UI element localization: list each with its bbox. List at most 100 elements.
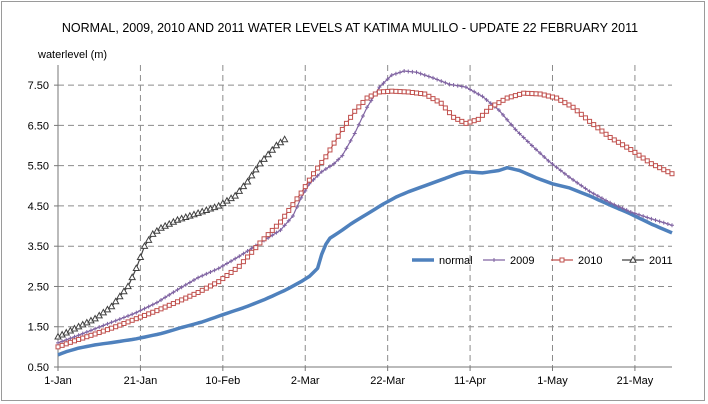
data-point-2011: [107, 302, 116, 310]
data-point-2010: [545, 93, 551, 99]
data-point-2010: [409, 89, 415, 95]
data-point-2010: [648, 161, 654, 167]
data-point-2009: [84, 329, 89, 334]
data-point-2009: [159, 297, 164, 302]
data-point-2009: [558, 168, 563, 173]
data-point-2010: [525, 90, 531, 96]
data-point-2010: [125, 319, 131, 325]
data-point-2009: [88, 328, 93, 333]
data-point-2010: [352, 108, 358, 114]
data-point-2011: [124, 282, 132, 290]
data-point-2009: [171, 290, 176, 295]
data-point-2009: [612, 202, 617, 207]
data-point-2009: [517, 131, 522, 136]
data-point-2011: [239, 182, 248, 190]
data-point-2009: [179, 285, 184, 290]
data-point-2010: [261, 236, 267, 242]
data-point-2009: [484, 97, 489, 102]
data-point-2009: [344, 146, 349, 151]
data-point-2010: [146, 311, 152, 317]
data-point-2010: [508, 94, 514, 100]
data-point-2009: [591, 191, 596, 196]
data-point-2009: [501, 112, 506, 117]
data-point-2010: [298, 190, 304, 196]
data-point-2009: [220, 263, 225, 268]
data-point-2010: [199, 287, 205, 293]
data-point-2010: [636, 152, 642, 158]
x-tick-labels: 1-Jan 21-Jan 10-Feb 2-Mar 22-Mar 11-Apr 1-May 2…: [44, 375, 654, 387]
data-point-2011: [251, 165, 260, 173]
y-tick-label: 3.50: [28, 241, 49, 253]
data-point-2009: [76, 333, 81, 338]
data-point-2009: [311, 177, 316, 182]
data-point-2010: [228, 269, 234, 275]
data-point-2009: [513, 127, 518, 132]
data-point-2010: [426, 93, 432, 99]
data-point-2009: [352, 131, 357, 136]
data-point-2009: [327, 164, 332, 169]
data-point-2010: [620, 142, 626, 148]
data-point-2009: [245, 248, 250, 253]
x-tick-label: 10-Feb: [205, 375, 240, 387]
data-point-2011: [132, 264, 141, 272]
data-point-2009: [336, 157, 341, 162]
data-point-2009: [389, 73, 394, 78]
data-point-2009: [542, 155, 547, 160]
data-point-2010: [434, 98, 440, 104]
series-line-2010: [57, 90, 673, 348]
data-point-2009: [455, 83, 460, 88]
data-point-2009: [430, 75, 435, 80]
data-point-2010: [63, 341, 69, 347]
data-point-2009: [550, 162, 555, 167]
data-point-2010: [657, 165, 663, 171]
data-point-2009: [233, 256, 238, 261]
data-point-2010: [574, 108, 580, 114]
data-point-2009: [299, 195, 304, 200]
data-point-2010: [104, 327, 110, 333]
data-point-2010: [175, 299, 181, 305]
data-point-2010: [484, 108, 490, 114]
data-point-2009: [496, 108, 501, 113]
data-point-2009: [154, 300, 159, 305]
data-point-2011: [268, 145, 277, 153]
y-tick-label: 6.50: [28, 120, 49, 132]
data-point-2009: [451, 83, 456, 88]
data-point-2010: [611, 137, 617, 143]
data-point-2010: [665, 169, 671, 175]
y-tick-label: 7.50: [28, 80, 49, 92]
data-point-2009: [101, 323, 106, 328]
data-point-2010: [537, 91, 543, 97]
data-point-2010: [121, 321, 127, 327]
data-point-2010: [405, 89, 411, 95]
data-point-2009: [554, 165, 559, 170]
data-point-2010: [393, 88, 399, 94]
data-point-2009: [121, 315, 126, 320]
data-point-2009: [381, 81, 386, 86]
data-point-2010: [455, 116, 461, 122]
data-point-2009: [637, 212, 642, 217]
data-point-2010: [653, 163, 659, 169]
data-point-2009: [402, 69, 407, 74]
data-point-2009: [93, 326, 98, 331]
data-point-2010: [438, 100, 444, 106]
data-point-2010: [615, 139, 621, 145]
data-point-2010: [566, 102, 572, 108]
data-point-2009: [60, 339, 65, 344]
data-point-2010: [207, 283, 213, 289]
data-point-2010: [331, 140, 337, 146]
data-point-2010: [179, 297, 185, 303]
data-point-2010: [529, 91, 535, 97]
data-point-2009: [377, 85, 382, 90]
data-point-2010: [170, 301, 176, 307]
data-point-2009: [274, 230, 279, 235]
data-point-2010: [356, 104, 362, 110]
data-point-2010: [88, 332, 94, 338]
data-point-2011: [256, 159, 264, 167]
data-point-2010: [203, 285, 209, 291]
data-point-2009: [620, 206, 625, 211]
data-point-2010: [240, 259, 246, 265]
series-line-2009: [57, 70, 673, 344]
data-point-2009: [138, 308, 143, 313]
data-point-2010: [504, 95, 510, 101]
data-point-2009: [237, 254, 242, 259]
